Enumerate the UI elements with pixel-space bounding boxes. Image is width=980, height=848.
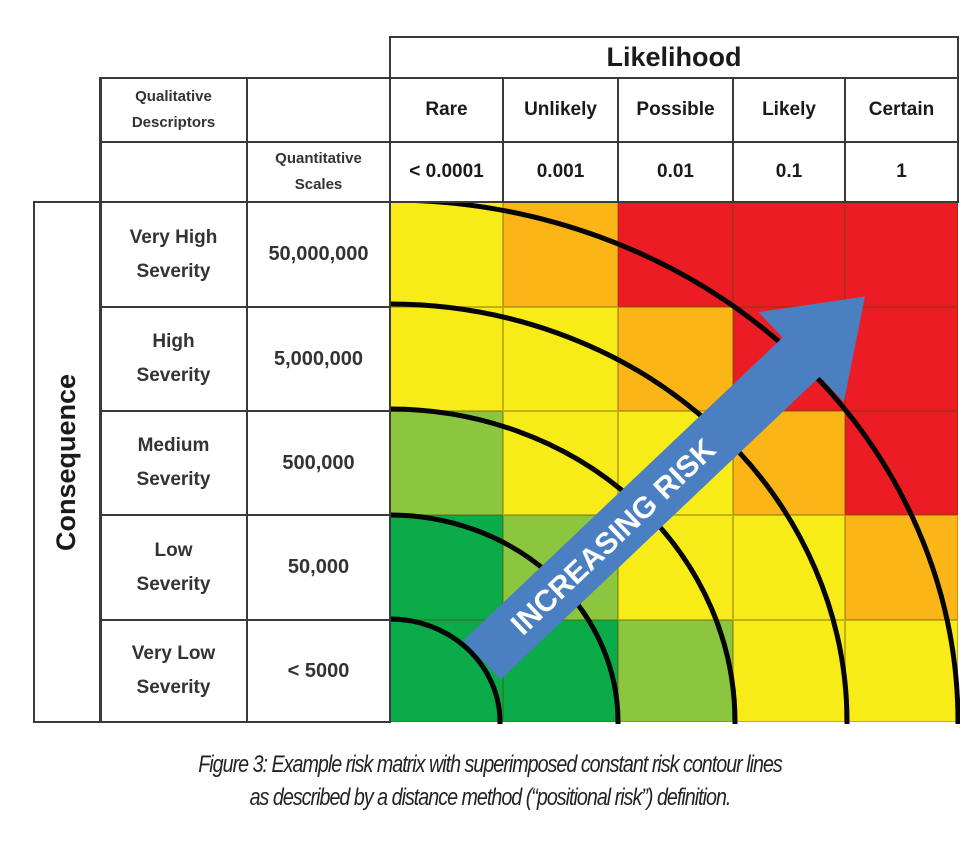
matrix-cell bbox=[733, 620, 845, 722]
border-col-4 bbox=[844, 77, 846, 202]
contour-line-5 bbox=[390, 202, 960, 724]
risk-matrix-grid bbox=[390, 202, 958, 722]
severity-line1: High bbox=[152, 331, 195, 352]
likelihood-title: Likelihood bbox=[606, 42, 742, 72]
severity-label-high: High Severity bbox=[100, 307, 247, 411]
arrow-shape bbox=[463, 296, 865, 680]
likelihood-value-possible: 0.01 bbox=[657, 161, 694, 182]
matrix-cell bbox=[845, 515, 958, 620]
border-left-consequence bbox=[33, 201, 35, 723]
likelihood-value-unlikely: 0.001 bbox=[536, 161, 585, 182]
border-header-mid bbox=[100, 141, 959, 143]
border-col-1 bbox=[502, 77, 504, 202]
border-right bbox=[957, 36, 959, 202]
border-row-4 bbox=[100, 619, 390, 621]
likelihood-value-certain: 1 bbox=[896, 161, 907, 182]
border-col-2 bbox=[617, 77, 619, 202]
border-col-3 bbox=[732, 77, 734, 202]
contour-line-1 bbox=[390, 616, 503, 724]
matrix-cell bbox=[845, 307, 958, 411]
severity-value-very-high: 50,000,000 bbox=[268, 243, 369, 265]
border-left-quantitative bbox=[246, 77, 248, 723]
likelihood-label-certain: Certain bbox=[868, 99, 935, 120]
matrix-cell bbox=[733, 202, 845, 307]
border-header-bottom bbox=[33, 201, 959, 203]
severity-value-high: 5,000,000 bbox=[274, 347, 363, 370]
border-bottom bbox=[33, 721, 390, 723]
matrix-cell bbox=[390, 202, 503, 307]
likelihood-value-rare: < 0.0001 bbox=[409, 161, 484, 182]
quantitative-scales-header: Quantitative Scales bbox=[247, 142, 390, 202]
severity-line1: Very Low bbox=[131, 643, 216, 664]
qualitative-line2: Descriptors bbox=[131, 114, 216, 131]
severity-label-medium: Medium Severity bbox=[100, 411, 247, 515]
qualitative-line1: Qualitative bbox=[135, 88, 212, 105]
matrix-cell bbox=[845, 202, 958, 307]
severity-value-very-low: < 5000 bbox=[287, 659, 350, 682]
likelihood-label-likely: Likely bbox=[762, 99, 816, 120]
border-left-matrix bbox=[389, 36, 391, 723]
border-row-2 bbox=[100, 410, 390, 412]
severity-line2: Severity bbox=[136, 573, 211, 595]
matrix-cell bbox=[390, 307, 503, 411]
quantitative-line2: Scales bbox=[294, 176, 343, 193]
severity-line1: Low bbox=[154, 539, 193, 561]
likelihood-label-rare: Rare bbox=[425, 99, 468, 120]
severity-line2: Severity bbox=[136, 365, 211, 386]
severity-line2: Severity bbox=[136, 469, 211, 490]
border-left-qualitative bbox=[99, 77, 102, 723]
severity-line2: Severity bbox=[136, 260, 211, 282]
border-row-1 bbox=[100, 306, 390, 308]
contour-line-2 bbox=[390, 512, 621, 724]
border-row-3 bbox=[100, 514, 390, 516]
likelihood-value-likely: 0.1 bbox=[775, 161, 803, 182]
likelihood-label-unlikely: Unlikely bbox=[524, 99, 597, 120]
severity-label-very-high: Very High Severity bbox=[100, 202, 247, 307]
contour-line-3 bbox=[390, 406, 738, 724]
caption-line2: as described by a distance method (“posi… bbox=[249, 784, 732, 811]
contour-line-4 bbox=[390, 301, 850, 724]
quantitative-line1: Quantitative bbox=[275, 150, 362, 167]
severity-label-low: Low Severity bbox=[100, 515, 247, 620]
matrix-cell bbox=[503, 411, 618, 515]
severity-line2: Severity bbox=[136, 677, 211, 698]
arrow-label: INCREASING RISK bbox=[505, 433, 723, 642]
border-top-table bbox=[100, 77, 959, 79]
severity-line1: Medium bbox=[137, 435, 210, 456]
severity-value-low: 50,000 bbox=[287, 556, 350, 578]
caption-line1: Figure 3: Example risk matrix with super… bbox=[198, 751, 783, 778]
severity-label-very-low: Very Low Severity bbox=[100, 620, 247, 722]
severity-value-medium: 500,000 bbox=[282, 451, 355, 474]
border-top-likelihood bbox=[390, 36, 959, 38]
likelihood-label-possible: Possible bbox=[636, 99, 715, 120]
matrix-cell bbox=[390, 411, 503, 515]
qualitative-descriptors-header: Qualitative Descriptors bbox=[100, 78, 247, 142]
figure-caption: Figure 3: Example risk matrix with super… bbox=[88, 748, 892, 814]
severity-line1: Very High bbox=[129, 226, 218, 248]
matrix-cell bbox=[618, 620, 733, 722]
